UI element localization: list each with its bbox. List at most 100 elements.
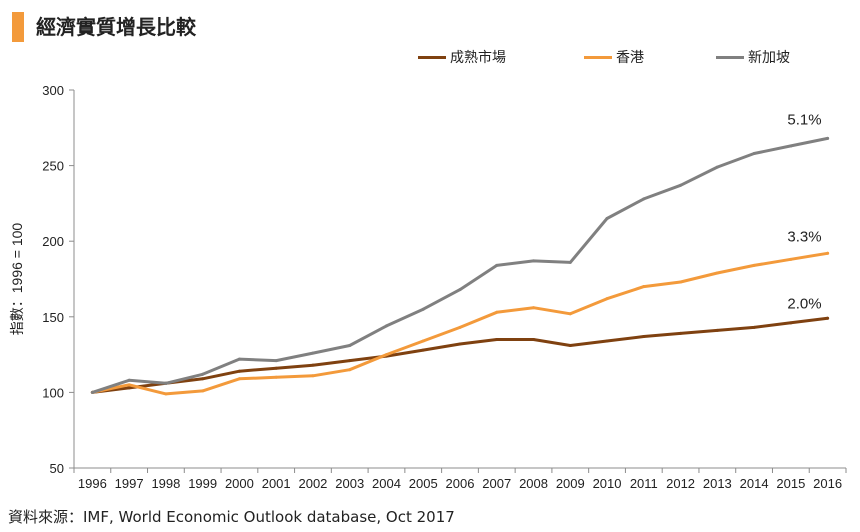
y-tick-label-100: 100: [42, 385, 64, 400]
data-point-1-2003: [348, 368, 352, 372]
x-tick-label-2002: 2002: [298, 476, 327, 491]
y-tick-label-150: 150: [42, 310, 64, 325]
data-point-0-2006: [458, 342, 462, 346]
data-point-2-2002: [311, 351, 315, 355]
data-point-2-2001: [274, 359, 278, 363]
legend-item-singapore: 新加坡: [716, 46, 790, 68]
data-point-1-2001: [274, 375, 278, 379]
data-point-1-2009: [568, 312, 572, 316]
x-tick-label-2011: 2011: [630, 476, 658, 491]
data-point-0-2007: [495, 337, 499, 341]
data-point-1-2011: [642, 285, 646, 289]
x-tick-label-2015: 2015: [776, 476, 805, 491]
data-point-2-2013: [715, 165, 719, 169]
chart-series: 2.0% 3.3% 5.1%: [90, 111, 830, 396]
data-point-2-2014: [752, 152, 756, 156]
legend-item-hong-kong: 香港: [584, 46, 644, 68]
data-point-0-2016: [826, 316, 830, 320]
legend-label-mature-markets: 成熟市場: [450, 50, 506, 66]
x-tick-label-2010: 2010: [593, 476, 622, 491]
data-point-0-1999: [201, 377, 205, 381]
data-point-0-2010: [605, 339, 609, 343]
legend-item-mature-markets: 成熟市場: [418, 46, 506, 68]
data-point-0-1997: [127, 386, 131, 390]
y-tick-label-250: 250: [42, 159, 64, 174]
data-point-1-2005: [421, 339, 425, 343]
data-point-2-2005: [421, 307, 425, 311]
data-point-2-2011: [642, 197, 646, 201]
x-tick-label-2008: 2008: [519, 476, 548, 491]
x-tick-label-2005: 2005: [409, 476, 438, 491]
data-point-2-2003: [348, 344, 352, 348]
x-tick-label-2000: 2000: [225, 476, 254, 491]
chart-title: 經濟實質增長比較: [36, 15, 196, 39]
y-axis-label: 指數：1996 = 100: [9, 223, 25, 336]
data-point-2-2015: [789, 144, 793, 148]
data-point-2-2010: [605, 217, 609, 221]
data-point-2-1998: [164, 381, 168, 385]
data-point-0-2001: [274, 366, 278, 370]
end-label-2: 5.1%: [787, 111, 821, 128]
x-tick-label-1999: 1999: [188, 476, 217, 491]
x-tick-label-2012: 2012: [666, 476, 695, 491]
chart-axes: 50 100 150 200 250 300 1996 1997 1998 1999 2000 200…: [42, 83, 847, 491]
x-tick-label-2016: 2016: [813, 476, 842, 491]
data-point-2-2004: [384, 324, 388, 328]
data-point-1-2002: [311, 374, 315, 378]
data-point-0-2015: [789, 321, 793, 325]
data-point-0-2012: [679, 331, 683, 335]
x-tick-label-2013: 2013: [703, 476, 732, 491]
data-point-1-2004: [384, 353, 388, 357]
data-point-0-2000: [237, 369, 241, 373]
data-point-0-2003: [348, 359, 352, 363]
series-line-2: [90, 136, 830, 394]
data-point-2-2012: [679, 183, 683, 187]
legend-label-hong-kong: 香港: [616, 50, 644, 66]
data-point-2-2009: [568, 260, 572, 264]
data-point-0-2002: [311, 363, 315, 367]
data-point-1-2010: [605, 297, 609, 301]
y-tick-label-200: 200: [42, 234, 64, 249]
end-label-1: 3.3%: [787, 228, 821, 245]
x-tick-label-1997: 1997: [115, 476, 144, 491]
data-point-2-2007: [495, 263, 499, 267]
data-point-0-2014: [752, 325, 756, 329]
data-point-1-2015: [789, 257, 793, 261]
data-point-1-2007: [495, 310, 499, 314]
x-tick-label-2003: 2003: [335, 476, 364, 491]
x-tick-label-2014: 2014: [740, 476, 769, 491]
x-tick-label-2004: 2004: [372, 476, 401, 491]
x-tick-label-1996: 1996: [78, 476, 107, 491]
source-note: 資料來源：IMF, World Economic Outlook databas…: [8, 508, 455, 526]
y-tick-label-50: 50: [50, 461, 64, 476]
data-point-2-2008: [532, 259, 536, 263]
y-tick-label-300: 300: [42, 83, 64, 98]
data-point-1-2016: [826, 251, 830, 255]
end-label-0: 2.0%: [787, 295, 821, 312]
title-accent-bar: [12, 12, 24, 42]
x-tick-label-1998: 1998: [151, 476, 180, 491]
x-tick-label-2001: 2001: [262, 476, 291, 491]
data-point-1-2000: [237, 377, 241, 381]
data-point-1-2013: [715, 271, 719, 275]
legend-label-singapore: 新加坡: [748, 50, 790, 66]
data-point-2-2016: [826, 136, 830, 140]
data-point-1-2014: [752, 263, 756, 267]
data-point-0-2005: [421, 348, 425, 352]
x-tick-label-2009: 2009: [556, 476, 585, 491]
legend-swatch-mature-markets: [418, 55, 446, 59]
data-point-2-1996: [90, 390, 94, 394]
line-chart: 50 100 150 200 250 300 1996 1997 1998 1999 2000 200…: [9, 83, 847, 491]
data-point-2-1999: [201, 372, 205, 376]
x-tick-label-2006: 2006: [446, 476, 475, 491]
data-point-1-2006: [458, 325, 462, 329]
data-point-2-2006: [458, 288, 462, 292]
legend-swatch-hong-kong: [584, 55, 612, 59]
data-point-1-2008: [532, 306, 536, 310]
data-point-2-1997: [127, 378, 131, 382]
legend-swatch-singapore: [716, 55, 744, 59]
data-point-2-2000: [237, 357, 241, 361]
data-point-1-2012: [679, 280, 683, 284]
data-point-0-2009: [568, 344, 572, 348]
data-point-1-1997: [127, 383, 131, 387]
